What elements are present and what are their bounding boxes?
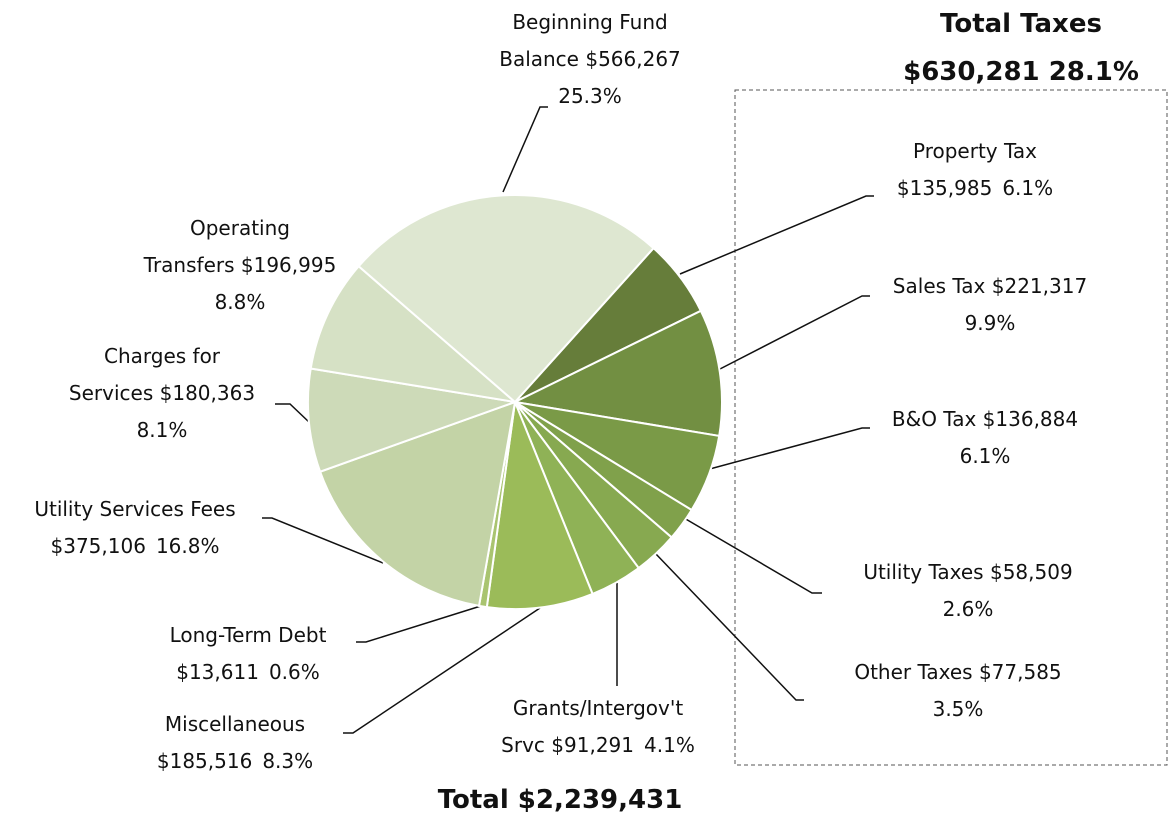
category-name: Long-Term Debt (169, 623, 327, 647)
slice-label: Miscellaneous $185,516 8.3% (157, 706, 313, 780)
category-name: Beginning Fund Balance (499, 10, 668, 71)
percent-label: 8.8% (214, 290, 266, 314)
group-percent: 28.1% (1048, 57, 1139, 87)
value-label: $135,985 (896, 176, 993, 200)
value-label: $136,884 (982, 407, 1079, 431)
slice-label: Utility Taxes $58,509 2.6% (863, 554, 1072, 628)
slice-label: Beginning Fund Balance $566,267 25.3% (499, 4, 681, 115)
leader-line (717, 295, 870, 371)
group-header: Total Taxes $630,281 28.1% (903, 0, 1139, 96)
group-title: Total Taxes (940, 9, 1102, 39)
percent-label: 8.1% (136, 418, 188, 442)
category-name: Utility Services Fees (34, 497, 236, 521)
slice-label: Utility Services Fees $375,106 16.8% (34, 491, 235, 565)
slice (511, 309, 723, 438)
percent-label: 6.1% (959, 444, 1011, 468)
value-label: $180,363 (159, 381, 256, 405)
category-name: Operating Transfers (143, 216, 290, 277)
leader-line (502, 106, 548, 193)
percent-label: 25.3% (558, 84, 622, 108)
group-value: $630,281 (903, 57, 1040, 87)
value-label: $91,291 (551, 733, 635, 757)
slice (485, 398, 594, 610)
percent-label: 0.6% (268, 660, 320, 684)
leader-line (343, 607, 541, 734)
leader-line (679, 195, 874, 275)
slice-label: Sales Tax $221,317 9.9% (893, 268, 1087, 342)
leader-line (275, 403, 311, 424)
slice-label: Long-Term Debt $13,611 0.6% (170, 617, 327, 691)
leader-line (683, 517, 822, 594)
category-name: B&O Tax (891, 407, 977, 431)
slice-label: Grants/Intergov't Srvc $91,291 4.1% (501, 690, 695, 764)
slice-label: Other Taxes $77,585 3.5% (854, 654, 1061, 728)
leader-line (705, 427, 870, 471)
category-name: Property Tax (913, 139, 1037, 163)
value-label: $375,106 (50, 534, 146, 558)
percent-label: 2.6% (942, 597, 994, 621)
percent-label: 8.3% (262, 749, 314, 773)
slice-label: Property Tax $135,985 6.1% (897, 133, 1053, 207)
value-label: $77,585 (978, 660, 1062, 684)
slice (318, 400, 517, 608)
value-label: $196,995 (240, 253, 337, 277)
total-label: Total (437, 785, 509, 815)
percent-label: 9.9% (964, 311, 1016, 335)
category-name: Grants/Intergov't Srvc (501, 696, 684, 757)
total: Total $2,239,431 (438, 776, 683, 824)
category-name: Sales Tax (892, 274, 986, 298)
leader-lines (262, 106, 874, 734)
leader-line (654, 552, 804, 701)
slices (307, 194, 723, 610)
taxes-box (734, 89, 1168, 766)
category-name: Utility Taxes (863, 560, 984, 584)
value-label: $58,509 (989, 560, 1073, 584)
percent-label: 3.5% (932, 697, 984, 721)
value-label: $13,611 (176, 660, 259, 684)
percent-label: 4.1% (644, 733, 695, 757)
category-name: Charges for Services (68, 344, 221, 405)
slice (357, 194, 655, 404)
slice-label: B&O Tax $136,884 6.1% (892, 401, 1078, 475)
slice-label: Charges for Services $180,363 8.1% (69, 338, 255, 449)
value-label: $221,317 (991, 274, 1088, 298)
value-label: $566,267 (585, 47, 681, 71)
total-value: $2,239,431 (517, 785, 683, 815)
percent-label: 16.8% (155, 534, 220, 558)
value-label: $185,516 (156, 749, 253, 773)
leader-line (262, 517, 384, 564)
percent-label: 6.1% (1002, 176, 1054, 200)
slice-label: Operating Transfers $196,995 8.8% (144, 210, 337, 321)
leader-line (356, 604, 485, 643)
category-name: Miscellaneous (164, 712, 306, 736)
category-name: Other Taxes (854, 660, 973, 684)
slice (309, 264, 519, 404)
